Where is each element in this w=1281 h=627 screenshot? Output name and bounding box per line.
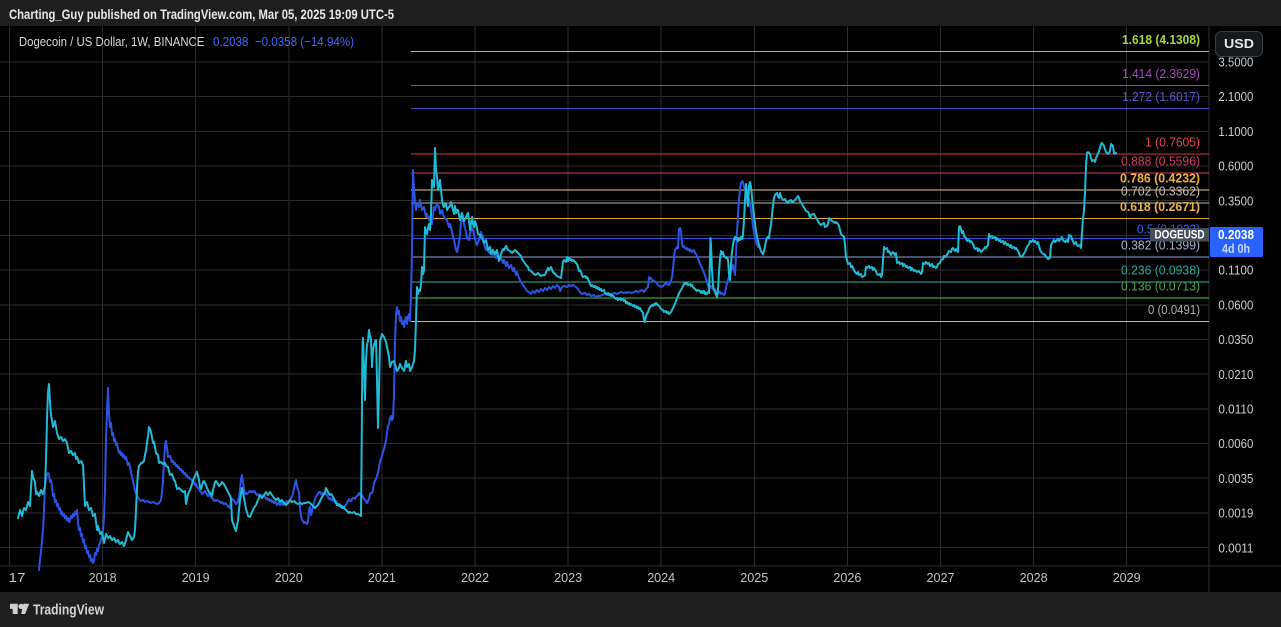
svg-text:2020: 2020 [275, 570, 303, 585]
svg-text:0.2038 −0.0358 (−14.94%): 0.2038 −0.0358 (−14.94%) [213, 34, 354, 49]
svg-text:Charting_Guy published on Trad: Charting_Guy published on TradingView.co… [9, 7, 394, 22]
svg-text:2025: 2025 [740, 570, 768, 585]
svg-text:0.0110: 0.0110 [1218, 402, 1253, 417]
svg-text:DOGEUSD: DOGEUSD [1155, 230, 1205, 242]
svg-text:0.0019: 0.0019 [1218, 506, 1253, 521]
svg-text:0.0035: 0.0035 [1218, 471, 1253, 486]
svg-text:0.2038: 0.2038 [1218, 227, 1254, 242]
svg-text:0.6000: 0.6000 [1218, 159, 1253, 174]
svg-text:1.272 (1.6017): 1.272 (1.6017) [1122, 89, 1200, 104]
svg-text:0.618 (0.2671): 0.618 (0.2671) [1120, 199, 1200, 214]
svg-text:2026: 2026 [833, 570, 861, 585]
svg-text:0.0210: 0.0210 [1218, 367, 1253, 382]
svg-text:USD: USD [1224, 37, 1254, 51]
svg-text:2.1000: 2.1000 [1218, 89, 1253, 104]
svg-text:0.236 (0.0938): 0.236 (0.0938) [1121, 263, 1200, 278]
svg-text:2027: 2027 [927, 570, 955, 585]
svg-text:0.0060: 0.0060 [1218, 436, 1253, 451]
svg-text:2023: 2023 [554, 570, 582, 585]
svg-text:2028: 2028 [1020, 570, 1048, 585]
svg-text:2018: 2018 [89, 570, 117, 585]
svg-text:0.786 (0.4232): 0.786 (0.4232) [1120, 170, 1200, 185]
svg-text:0 (0.0491): 0 (0.0491) [1148, 302, 1200, 317]
svg-text:0.136 (0.0713): 0.136 (0.0713) [1121, 279, 1200, 294]
svg-text:1.1000: 1.1000 [1218, 124, 1253, 139]
svg-text:4d 0h: 4d 0h [1222, 242, 1250, 256]
svg-text:0.0600: 0.0600 [1218, 297, 1253, 312]
svg-text:2029: 2029 [1113, 570, 1141, 585]
svg-text:17: 17 [9, 570, 26, 585]
svg-text:3.5000: 3.5000 [1218, 55, 1253, 70]
svg-text:2024: 2024 [647, 570, 675, 585]
svg-text:0.888 (0.5596): 0.888 (0.5596) [1121, 153, 1200, 168]
svg-text:0.0011: 0.0011 [1218, 540, 1253, 555]
svg-text:1.414 (2.3629): 1.414 (2.3629) [1122, 66, 1200, 81]
svg-text:Dogecoin / US Dollar, 1W, BINA: Dogecoin / US Dollar, 1W, BINANCE [19, 34, 205, 49]
svg-text:0.0350: 0.0350 [1218, 332, 1253, 347]
svg-text:2022: 2022 [461, 570, 489, 585]
svg-text:0.3500: 0.3500 [1218, 193, 1253, 208]
svg-text:2019: 2019 [182, 570, 210, 585]
svg-text:2021: 2021 [368, 570, 396, 585]
svg-text:0.702 (0.3362): 0.702 (0.3362) [1121, 184, 1200, 199]
svg-text:1 (0.7605): 1 (0.7605) [1145, 135, 1200, 150]
svg-text:0.1100: 0.1100 [1218, 263, 1253, 278]
svg-text:1.618 (4.1308): 1.618 (4.1308) [1122, 32, 1200, 47]
svg-text:TradingView: TradingView [33, 602, 104, 619]
